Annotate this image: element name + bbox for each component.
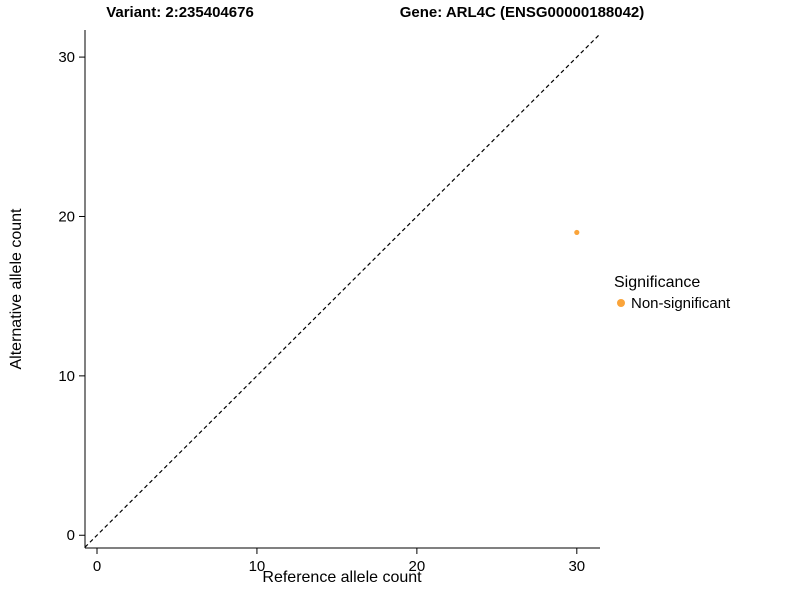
gene-title: Gene: ARL4C (ENSG00000188042) — [400, 4, 645, 21]
x-tick-label: 10 — [249, 558, 266, 575]
y-tick-label: 10 — [58, 368, 75, 385]
y-axis-title: Alternative allele count — [8, 208, 25, 370]
x-tick-label: 0 — [93, 558, 101, 575]
y-tick-label: 0 — [67, 527, 75, 544]
variant-title: Variant: 2:235404676 — [106, 4, 254, 21]
x-axis-title: Reference allele count — [262, 569, 422, 586]
y-tick-label: 20 — [58, 208, 75, 225]
legend: Significance Non-significant — [614, 274, 731, 312]
legend-entry-label: Non-significant — [631, 295, 731, 312]
axes: 0 10 20 30 0 10 20 30 — [58, 30, 600, 575]
legend-entries: Non-significant — [617, 295, 731, 312]
data-points — [574, 229, 580, 236]
identity-dashed-line — [84, 33, 601, 548]
data-point — [574, 229, 580, 236]
legend-title: Significance — [614, 274, 700, 291]
identity-line — [84, 33, 601, 548]
x-tick-label: 20 — [409, 558, 426, 575]
x-tick-label: 30 — [568, 558, 585, 575]
legend-swatch-icon — [617, 299, 625, 307]
y-tick-label: 30 — [58, 49, 75, 66]
